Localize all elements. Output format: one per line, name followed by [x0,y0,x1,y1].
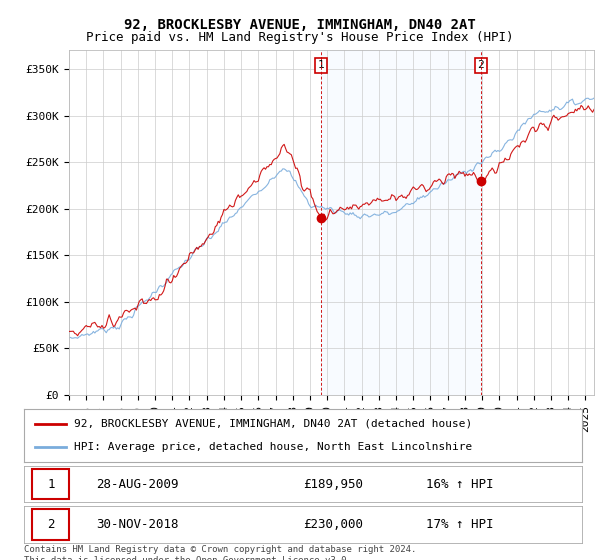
FancyBboxPatch shape [32,469,68,500]
Text: 92, BROCKLESBY AVENUE, IMMINGHAM, DN40 2AT (detached house): 92, BROCKLESBY AVENUE, IMMINGHAM, DN40 2… [74,419,472,429]
Text: 1: 1 [47,478,55,491]
Text: Price paid vs. HM Land Registry's House Price Index (HPI): Price paid vs. HM Land Registry's House … [86,31,514,44]
Text: Contains HM Land Registry data © Crown copyright and database right 2024.
This d: Contains HM Land Registry data © Crown c… [24,545,416,560]
Text: 2: 2 [478,60,484,71]
Text: 16% ↑ HPI: 16% ↑ HPI [426,478,493,491]
Text: HPI: Average price, detached house, North East Lincolnshire: HPI: Average price, detached house, Nort… [74,442,472,452]
Text: £230,000: £230,000 [303,518,363,531]
Text: £189,950: £189,950 [303,478,363,491]
Text: 2: 2 [47,518,55,531]
Text: 30-NOV-2018: 30-NOV-2018 [97,518,179,531]
Text: 1: 1 [318,60,325,71]
Text: 28-AUG-2009: 28-AUG-2009 [97,478,179,491]
Text: 17% ↑ HPI: 17% ↑ HPI [426,518,493,531]
Bar [321,50,481,395]
Text: 92, BROCKLESBY AVENUE, IMMINGHAM, DN40 2AT: 92, BROCKLESBY AVENUE, IMMINGHAM, DN40 2… [124,18,476,32]
FancyBboxPatch shape [32,509,68,540]
